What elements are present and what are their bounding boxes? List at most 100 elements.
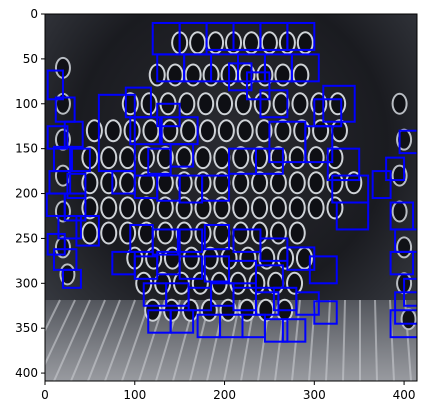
pipe-end bbox=[400, 308, 417, 331]
detection-box bbox=[389, 250, 415, 276]
y-tick-label: 300 bbox=[15, 276, 38, 290]
pipe-end bbox=[213, 146, 231, 170]
pipe-end bbox=[391, 200, 408, 223]
detection-box bbox=[63, 192, 87, 222]
detection-box bbox=[203, 223, 231, 251]
pipe-end bbox=[100, 196, 118, 220]
pipe-end bbox=[207, 31, 225, 55]
detection-boxes bbox=[45, 21, 417, 343]
detection-box bbox=[313, 98, 343, 128]
pipe-end bbox=[175, 146, 193, 170]
pipe-end bbox=[288, 196, 306, 220]
detection-box bbox=[201, 174, 231, 202]
pipe-end bbox=[123, 119, 141, 143]
detection-box bbox=[254, 264, 284, 289]
detection-box bbox=[228, 62, 253, 92]
detection-box bbox=[69, 147, 91, 173]
detection-box bbox=[254, 291, 280, 316]
y-tick-label: 250 bbox=[15, 231, 38, 245]
pipe-end bbox=[396, 128, 413, 151]
detection-box bbox=[326, 147, 361, 182]
y-tick-label: 200 bbox=[15, 187, 38, 201]
pipe-end bbox=[217, 119, 235, 143]
pipe-end bbox=[156, 196, 174, 220]
pipe-end bbox=[260, 31, 278, 55]
pipe-end bbox=[104, 119, 122, 143]
detection-box bbox=[245, 71, 271, 101]
pipe-end bbox=[189, 31, 207, 55]
pipe-end bbox=[216, 92, 234, 116]
x-tick-label: 100 bbox=[123, 388, 146, 402]
pipe-end bbox=[194, 146, 212, 170]
pipe-end bbox=[345, 171, 363, 195]
y-tick-label: 100 bbox=[15, 97, 38, 111]
photo-image bbox=[45, 14, 417, 381]
pipe-end bbox=[296, 31, 314, 55]
pipe-end bbox=[391, 92, 408, 115]
pipe-end bbox=[213, 221, 231, 245]
detection-box bbox=[290, 53, 320, 83]
pipe-end bbox=[119, 146, 137, 170]
detection-box bbox=[178, 228, 204, 253]
y-tick-label: 0 bbox=[30, 7, 38, 21]
pipe-end bbox=[236, 119, 254, 143]
detection-box bbox=[322, 84, 356, 123]
pipe-end bbox=[100, 221, 118, 245]
pipe-end bbox=[213, 171, 231, 195]
pipe-end bbox=[140, 92, 158, 116]
pipe-end bbox=[396, 236, 413, 259]
pipe-end bbox=[85, 119, 103, 143]
detection-box bbox=[394, 291, 417, 325]
pipe-end bbox=[269, 171, 287, 195]
pipe-end bbox=[191, 271, 209, 295]
detection-box bbox=[389, 309, 417, 339]
detection-box bbox=[46, 125, 69, 150]
detection-box bbox=[147, 147, 172, 175]
detection-box bbox=[371, 170, 392, 200]
pipe-end bbox=[326, 196, 344, 220]
x-tick-label: 400 bbox=[393, 388, 416, 402]
detection-box bbox=[295, 291, 320, 316]
pipe-end bbox=[292, 63, 310, 87]
pipe-end bbox=[239, 246, 257, 270]
x-tick-label: 200 bbox=[213, 388, 236, 402]
pipe-end bbox=[274, 119, 292, 143]
pipe-end bbox=[54, 200, 71, 223]
x-axis: 0 100 200 300 400 bbox=[41, 381, 416, 402]
x-tick-label: 0 bbox=[41, 388, 49, 402]
detection-box bbox=[75, 214, 100, 247]
pipe-end bbox=[242, 31, 260, 55]
detection-box bbox=[46, 232, 66, 256]
pipe-end bbox=[100, 171, 118, 195]
pipe-end bbox=[232, 171, 250, 195]
pipe-end bbox=[100, 146, 118, 170]
pipe-end bbox=[137, 146, 155, 170]
detection-box bbox=[281, 318, 307, 343]
pipe-end bbox=[201, 246, 219, 270]
pipe-end bbox=[272, 92, 290, 116]
pipe-end bbox=[391, 164, 408, 187]
pipe-end bbox=[213, 196, 231, 220]
detection-box bbox=[398, 129, 417, 155]
pipe-end bbox=[251, 171, 269, 195]
side-pipe-stacks bbox=[54, 56, 417, 331]
pipe-end bbox=[197, 92, 215, 116]
detection-box bbox=[286, 246, 316, 271]
detection-box bbox=[259, 89, 289, 119]
pipe-end bbox=[178, 92, 196, 116]
axes-frame bbox=[44, 13, 418, 382]
pipe-end bbox=[307, 196, 325, 220]
detection-box bbox=[63, 120, 84, 148]
pipe-end bbox=[156, 221, 174, 245]
pipe-end bbox=[119, 196, 137, 220]
pipe-end bbox=[142, 119, 160, 143]
pipe-end bbox=[166, 63, 184, 87]
y-tick-label: 50 bbox=[23, 52, 38, 66]
detection-box bbox=[286, 21, 316, 51]
detection-box bbox=[385, 156, 406, 182]
pipe-end bbox=[232, 221, 250, 245]
pipe-end bbox=[182, 246, 200, 270]
pipe-end bbox=[234, 92, 252, 116]
pipe-end bbox=[54, 56, 71, 79]
